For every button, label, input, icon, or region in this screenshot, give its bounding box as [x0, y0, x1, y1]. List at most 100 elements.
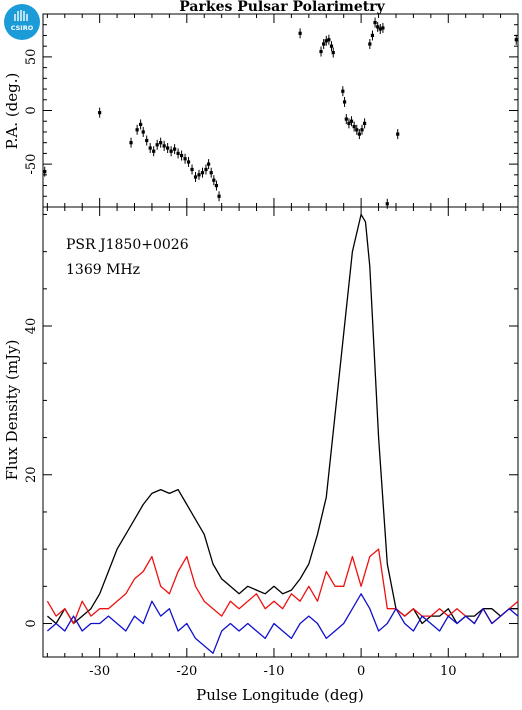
pa-marker	[152, 149, 156, 153]
x-tick-label: -10	[263, 664, 284, 679]
pa-point	[298, 28, 302, 39]
x-tick-label: -30	[89, 664, 110, 679]
pa-point	[152, 146, 156, 157]
pa-marker	[135, 128, 139, 132]
pa-point	[141, 126, 145, 137]
pa-point	[173, 144, 177, 155]
pa-point	[217, 191, 221, 202]
pa-point	[368, 39, 372, 50]
pa-marker	[206, 162, 211, 166]
pa-point	[381, 22, 385, 33]
pa-ylabel: P.A. (deg.)	[3, 73, 21, 150]
csiro-logo: CSIRO	[4, 4, 40, 40]
x-tick-label: 0	[357, 664, 365, 679]
pa-marker	[197, 173, 201, 177]
logo-text: CSIRO	[11, 24, 34, 32]
pa-point	[155, 139, 159, 150]
pa-marker	[378, 27, 382, 31]
pa-marker	[159, 141, 163, 145]
pa-marker	[141, 130, 145, 134]
pa-marker	[129, 141, 133, 145]
flux-y-tick-label: 0	[24, 619, 39, 627]
pa-marker	[148, 146, 152, 150]
pa-point	[214, 180, 219, 191]
pa-marker	[183, 157, 187, 161]
pa-point	[355, 124, 359, 135]
psr-name-annotation: PSR J1850+0026	[66, 237, 189, 253]
pa-marker	[355, 128, 359, 132]
logo-bars-icon	[14, 10, 28, 21]
flux-y-tick-label: 40	[24, 318, 39, 335]
pa-point	[166, 143, 170, 154]
pa-marker	[373, 20, 377, 25]
pa-point	[206, 159, 211, 170]
pa-point	[176, 148, 180, 159]
pa-marker	[396, 132, 400, 136]
pa-point	[329, 41, 334, 52]
pa-point	[159, 137, 163, 148]
pa-point	[183, 153, 187, 164]
pa-point	[209, 167, 213, 178]
pa-marker	[342, 100, 347, 104]
circular-polarization-line	[46, 593, 519, 654]
pa-marker	[347, 121, 351, 125]
pa-point	[204, 164, 208, 175]
pa-marker	[341, 89, 345, 93]
pa-y-tick-label: 50	[24, 49, 39, 66]
pa-marker	[376, 25, 380, 29]
pa-marker	[200, 171, 205, 175]
pa-point	[352, 121, 356, 132]
flux-panel-frame	[42, 206, 519, 658]
pa-y-tick-label: 0	[24, 106, 39, 114]
pa-point	[179, 150, 184, 161]
pa-marker	[217, 194, 221, 198]
pa-marker	[324, 39, 328, 43]
total-intensity-line	[46, 213, 518, 625]
chart-title: Parkes Pulsar Polarimetry	[179, 0, 385, 15]
pa-point	[193, 171, 198, 182]
pa-point	[347, 118, 351, 129]
pa-marker	[385, 202, 389, 206]
pa-point	[341, 86, 345, 97]
pa-point	[190, 164, 194, 175]
pa-marker	[352, 124, 356, 129]
pa-point	[212, 175, 216, 186]
logo-circle	[4, 4, 40, 40]
pa-point	[322, 39, 326, 50]
pa-point	[148, 143, 152, 154]
pa-marker	[370, 33, 375, 38]
pa-point	[145, 135, 149, 146]
pa-marker	[349, 119, 354, 123]
pa-marker	[357, 132, 361, 136]
pa-marker	[169, 149, 173, 153]
pa-point	[514, 34, 518, 45]
pa-marker	[363, 121, 367, 125]
pa-marker	[329, 44, 334, 48]
pa-marker	[190, 167, 194, 172]
pa-point	[43, 166, 47, 177]
pa-marker	[179, 153, 184, 158]
pa-point	[139, 119, 143, 130]
pa-point	[169, 146, 173, 157]
pa-marker	[331, 51, 335, 55]
pa-marker	[214, 183, 219, 188]
pa-marker	[319, 49, 323, 54]
pa-point	[200, 167, 205, 178]
pa-marker	[145, 138, 149, 143]
pa-point	[342, 96, 347, 107]
pa-point	[324, 35, 328, 46]
pa-marker	[155, 143, 159, 147]
pa-marker	[186, 160, 191, 164]
pa-marker	[98, 111, 102, 115]
flux-series	[46, 213, 519, 654]
pa-marker	[193, 175, 198, 179]
pa-point	[378, 24, 382, 35]
pa-point	[385, 198, 389, 209]
pa-marker	[166, 146, 170, 150]
pa-y-tick-label: -50	[24, 154, 39, 175]
pa-marker	[514, 38, 518, 42]
flux-ylabel: Flux Density (mJy)	[3, 340, 21, 481]
pa-marker	[204, 167, 208, 172]
pa-point	[363, 118, 367, 129]
pa-point	[319, 46, 323, 57]
